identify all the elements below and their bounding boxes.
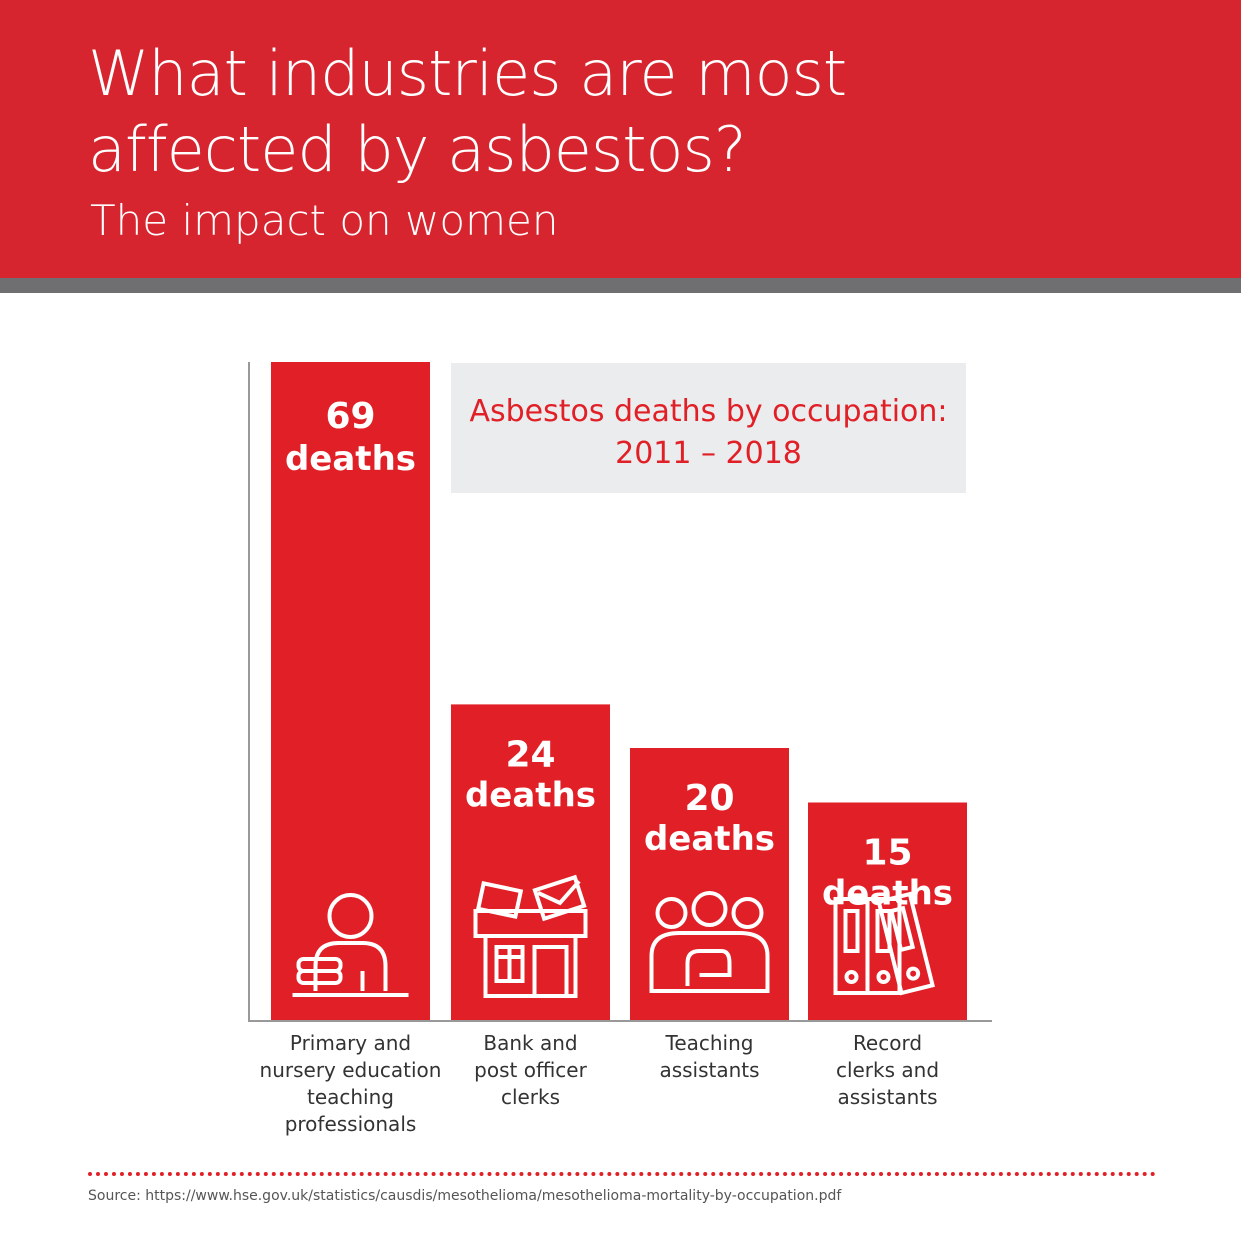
bar-unit-label: deaths	[644, 819, 775, 859]
title-line-2: affected by asbestos?	[88, 113, 747, 186]
bar-value-label: 20	[684, 778, 734, 819]
x-tick-label-line: post officer	[474, 1058, 587, 1082]
x-tick-label: Teaching assistants	[615, 1030, 805, 1084]
x-tick-label-line: professionals	[284, 1112, 417, 1136]
x-tick-label-line: nursery education	[259, 1058, 442, 1082]
x-tick-label: Bank and post officer clerks	[436, 1030, 626, 1111]
bar-unit-label: deaths	[822, 874, 953, 914]
x-tick-label-line: clerks and	[835, 1058, 940, 1082]
teacher-icon	[292, 893, 409, 997]
page-subtitle: The impact on women	[90, 196, 559, 245]
chart-title-box: Asbestos deaths by occupation: 2011 – 201…	[451, 363, 966, 493]
x-tick-label-line: assistants	[659, 1058, 760, 1082]
bar-value-label: 15	[862, 833, 912, 874]
chart-subtitle: 2011 – 2018	[615, 436, 802, 471]
bar-value-label: 24	[505, 734, 555, 775]
dotted-divider	[88, 1172, 1156, 1176]
header-band	[0, 0, 1241, 278]
bar-unit-label: deaths	[285, 439, 416, 479]
x-tick-label-line: teaching	[306, 1085, 394, 1109]
x-tick-label: Primary and nursery education teaching prof…	[256, 1030, 446, 1138]
header-divider	[0, 278, 1241, 293]
source-text: Source: https://www.hse.gov.uk/statistic…	[88, 1188, 842, 1204]
x-tick-label-line: Primary and	[289, 1031, 412, 1055]
x-tick-label-line: clerks	[500, 1085, 561, 1109]
bank-post-office-icon	[473, 874, 588, 998]
x-tick-label-line: Teaching	[665, 1031, 754, 1055]
x-tick-label-line: Record	[852, 1031, 923, 1055]
bar-unit-label: deaths	[465, 775, 596, 815]
x-tick-label-line: Bank and	[483, 1031, 578, 1055]
bar-value-label: 69	[325, 396, 375, 437]
title-line-1: What industries are most	[88, 37, 847, 110]
record-binders-icon	[833, 891, 935, 996]
chart-title: Asbestos deaths by occupation:	[469, 394, 948, 429]
x-tick-label: Record clerks and assistants	[793, 1030, 983, 1111]
bar	[271, 362, 430, 1021]
x-tick-label-line: assistants	[837, 1085, 938, 1109]
bar	[451, 704, 610, 1021]
page-title: What industries are most affected by asbe…	[88, 36, 847, 188]
teaching-assistants-icon	[649, 891, 770, 993]
